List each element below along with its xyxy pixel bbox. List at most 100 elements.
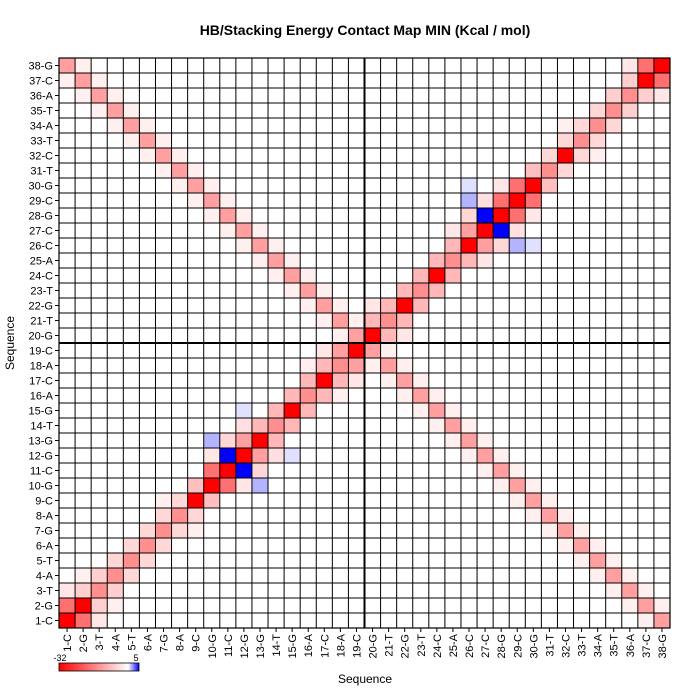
heatmap-cell — [348, 358, 365, 373]
heatmap-cell — [605, 568, 622, 583]
y-tick-label: 32-C — [29, 151, 53, 163]
heatmap-cell — [460, 448, 478, 463]
heatmap-cell — [235, 208, 252, 223]
heatmap-cell — [605, 553, 622, 568]
heatmap-cell — [509, 493, 526, 508]
heatmap-cell — [444, 238, 461, 253]
heatmap-cell — [380, 313, 397, 328]
y-tick-label: 29-C — [29, 196, 53, 208]
heatmap-cell — [75, 583, 92, 598]
heatmap-cell — [493, 178, 510, 193]
x-tick-label: 35-T — [609, 634, 621, 657]
heatmap-cell — [91, 598, 108, 613]
heatmap-cell — [139, 538, 156, 553]
heatmap-cell — [268, 418, 285, 433]
y-tick-label: 19-C — [29, 346, 53, 358]
heatmap-cell — [477, 208, 494, 223]
heatmap-cell — [557, 508, 574, 523]
y-tick-label: 4-A — [36, 571, 54, 583]
colorbar-min-label: -32 — [53, 653, 66, 663]
heatmap-cell — [460, 418, 478, 433]
x-tick-label: 32-C — [560, 634, 572, 658]
heatmap-cell — [621, 73, 638, 88]
heatmap-cell — [75, 613, 92, 628]
heatmap-cell — [477, 253, 494, 268]
x-tick-label: 33-T — [577, 634, 589, 657]
heatmap-cell — [525, 508, 542, 523]
x-tick-label: 31-T — [544, 634, 556, 657]
heatmap-cell — [219, 433, 236, 448]
heatmap-cell — [251, 223, 269, 238]
heatmap-cell — [653, 88, 670, 103]
heatmap-cell — [139, 523, 156, 538]
x-tick-label: 13-G — [255, 634, 267, 658]
heatmap-cell — [155, 163, 172, 178]
heatmap-cell — [284, 403, 301, 418]
x-tick-label: 2-G — [78, 634, 90, 652]
y-tick-label: 2-G — [35, 601, 53, 613]
heatmap-cell — [525, 193, 542, 208]
heatmap-cell — [235, 238, 252, 253]
heatmap-cell — [477, 448, 494, 463]
heatmap-cell — [332, 313, 349, 328]
x-axis-label: Sequence — [338, 672, 392, 686]
heatmap-cell — [332, 328, 349, 343]
heatmap-cell — [187, 493, 204, 508]
heatmap-cell — [573, 538, 590, 553]
heatmap-cell — [573, 553, 590, 568]
heatmap-cell — [509, 223, 526, 238]
heatmap-cell — [460, 223, 478, 238]
heatmap-cell — [300, 283, 317, 298]
heatmap-cell — [59, 583, 76, 598]
heatmap-cell — [75, 88, 92, 103]
x-tick-label: 6-A — [142, 633, 154, 651]
x-tick-label: 3-T — [94, 634, 106, 651]
x-tick-label: 27-C — [480, 634, 492, 658]
heatmap-cell — [316, 343, 333, 358]
heatmap-cell — [525, 178, 542, 193]
heatmap-cell — [589, 103, 606, 118]
heatmap-cell — [428, 253, 445, 268]
heatmap-cell — [235, 403, 252, 418]
heatmap-cell — [396, 358, 413, 373]
heatmap-cell — [284, 268, 301, 283]
x-tick-label: 17-C — [319, 634, 331, 658]
heatmap-cell — [59, 598, 76, 613]
heatmap-cell — [380, 358, 397, 373]
heatmap-cell — [155, 538, 172, 553]
heatmap-cell — [139, 118, 156, 133]
heatmap-cell — [460, 253, 478, 268]
heatmap-cell — [203, 448, 220, 463]
y-tick-label: 35-T — [30, 106, 53, 118]
heatmap-cell — [493, 448, 510, 463]
x-tick-label: 7-G — [159, 634, 171, 652]
heatmap-cell — [493, 478, 510, 493]
heatmap-cell — [573, 118, 590, 133]
colorbar-max-label: 5 — [133, 653, 138, 663]
heatmap-cell — [251, 238, 269, 253]
heatmap-cell — [573, 148, 590, 163]
heatmap-cell — [91, 583, 108, 598]
heatmap-cell — [155, 148, 172, 163]
heatmap-cell — [525, 478, 542, 493]
heatmap-cell — [428, 388, 445, 403]
heatmap-cell — [139, 133, 156, 148]
heatmap-cell — [348, 328, 365, 343]
heatmap-cell — [107, 598, 124, 613]
heatmap-cell — [412, 388, 429, 403]
heatmap-cell — [557, 148, 574, 163]
heatmap-cell — [589, 553, 606, 568]
heatmap-cell — [316, 313, 333, 328]
y-tick-label: 9-C — [35, 496, 53, 508]
heatmap-cell — [573, 523, 590, 538]
heatmap-cell — [541, 163, 558, 178]
heatmap-cell — [589, 133, 606, 148]
heatmap-cell — [203, 478, 220, 493]
heatmap-cell — [268, 448, 285, 463]
heatmap-cell — [316, 373, 333, 388]
heatmap-cell — [444, 268, 461, 283]
heatmap-cell — [460, 193, 478, 208]
heatmap-cell — [235, 223, 252, 238]
y-tick-labels: 1-C 2-G 3-T 4-A 5-T 6-A 7-G 8-A 9-C 10-G 11-C 12-G 1… — [29, 61, 59, 628]
x-tick-label: 20-G — [368, 634, 380, 658]
